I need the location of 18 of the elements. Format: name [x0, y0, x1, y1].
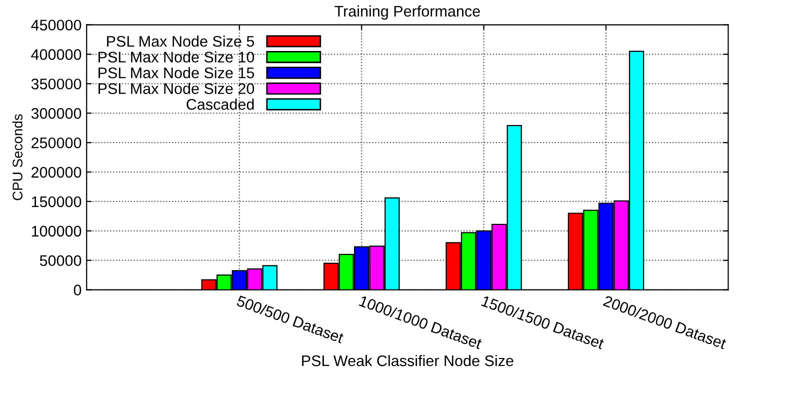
- legend-label: Cascaded: [186, 98, 254, 110]
- legend-label: PSL Max Node Size 20: [98, 82, 254, 94]
- y-tick-label: 300000: [31, 108, 82, 119]
- y-tick-label: 0: [74, 284, 82, 296]
- y-tick-label: 100000: [32, 226, 82, 237]
- legend-label: PSL Max Node Size 10: [98, 51, 254, 63]
- y-tick-label: 50000: [40, 255, 82, 266]
- y-tick-label: 400000: [31, 49, 82, 60]
- chart-title: Training Performance: [334, 5, 480, 20]
- y-tick-label: 150000: [32, 196, 82, 208]
- y-tick-label: 200000: [32, 166, 82, 178]
- legend-label: PSL Max Node Size 15: [98, 67, 254, 78]
- x-axis-title: PSL Weak Classifier Node Size: [302, 354, 514, 366]
- y-tick-label: 350000: [31, 78, 82, 90]
- y-tick-label: 250000: [32, 137, 82, 148]
- legend-label: PSL Max Node Size 5: [107, 36, 254, 47]
- y-tick-label: 450000: [31, 20, 82, 31]
- y-axis-title: CPU Seconds: [12, 114, 22, 200]
